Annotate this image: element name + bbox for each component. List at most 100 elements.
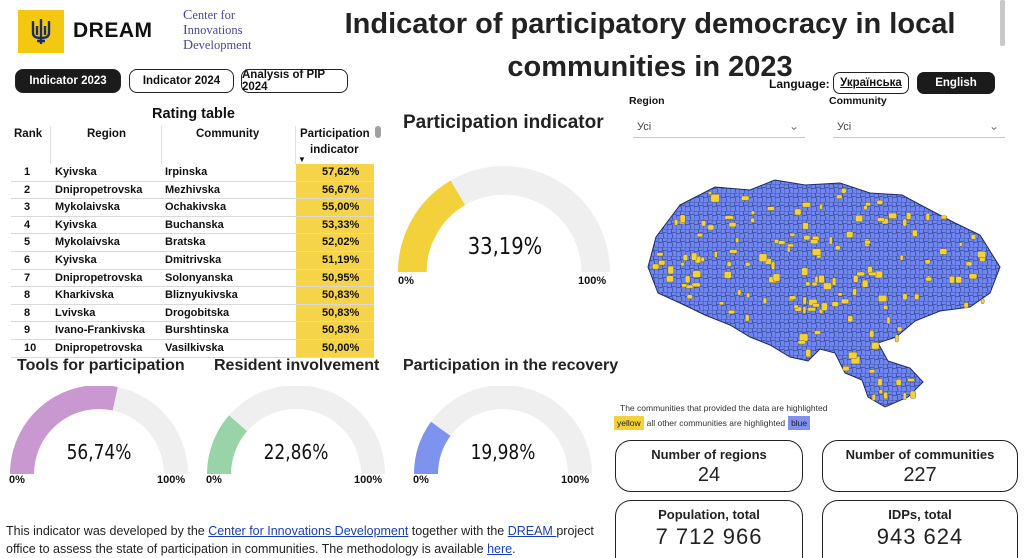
highlighted-community (819, 203, 823, 210)
cell-community: Solonyanska (165, 271, 233, 284)
header-indicator[interactable]: Participation (300, 128, 370, 140)
dream-logo (18, 10, 64, 53)
highlighted-community (750, 217, 755, 223)
card-title: Number of communities (845, 447, 995, 462)
highlighted-community (902, 392, 907, 400)
rating-table-title: Rating table (152, 106, 235, 122)
tab-indicator-2024[interactable]: Indicator 2024 (129, 69, 234, 93)
cell-region: Kyivska (55, 218, 97, 231)
table-row[interactable]: 9 Ivano-Frankivska Burshtinska 50,83% (11, 322, 374, 340)
cell-region: Mykolaivska (55, 236, 120, 249)
ukraine-communities-map[interactable] (640, 175, 1005, 420)
sort-desc-icon[interactable]: ▼ (298, 155, 306, 164)
tab-indicator-2023[interactable]: Indicator 2023 (15, 69, 121, 93)
table-scrollbar[interactable] (375, 126, 381, 138)
highlighted-community (746, 292, 751, 298)
language-english-button[interactable]: English (917, 72, 995, 94)
highlighted-community (680, 262, 685, 267)
language-ukrainian-button[interactable]: Українська (833, 72, 909, 94)
highlighted-community (836, 194, 843, 199)
tab-analysis-pip-2024[interactable]: Analysis of PIP 2024 (241, 69, 348, 93)
region-select[interactable]: Усі ⌄ (633, 116, 805, 138)
cell-rank: 8 (24, 306, 31, 319)
gauge-min-label: 0% (398, 275, 414, 287)
highlighted-community (925, 277, 933, 282)
highlighted-community (811, 281, 818, 287)
community-filter-label: Community (829, 95, 887, 107)
divider (295, 126, 296, 164)
table-row[interactable]: 1 Kyivska Irpinska 57,62% (11, 164, 374, 182)
gauge-fill (414, 421, 451, 474)
cell-region: Lvivska (55, 306, 96, 319)
highlighted-community (829, 236, 833, 245)
highlighted-community (794, 208, 802, 216)
cell-region: Mykolaivska (55, 201, 120, 214)
methodology-link[interactable]: here (487, 542, 513, 556)
community-select[interactable]: Усі ⌄ (833, 116, 1005, 138)
ukraine-map-shape[interactable] (647, 179, 1001, 408)
highlighted-community (786, 246, 791, 253)
cell-community: Bliznyukivska (165, 289, 238, 302)
highlighted-community (652, 263, 660, 270)
highlighted-community (835, 245, 841, 251)
cell-indicator: 57,62% (296, 164, 374, 181)
highlighted-community (728, 222, 737, 228)
header-community[interactable]: Community (196, 128, 260, 140)
highlighted-community (814, 330, 821, 335)
highlighted-community (912, 229, 918, 237)
highlighted-community (907, 378, 915, 382)
highlighted-community (902, 293, 908, 301)
highlighted-community (939, 248, 948, 255)
highlighted-community (895, 379, 902, 386)
region-select-value: Усі (637, 121, 652, 133)
highlighted-community (793, 304, 799, 309)
divider (161, 126, 162, 164)
table-row[interactable]: 8 Kharkivska Bliznyukivska 50,83% (11, 287, 374, 305)
highlighted-community (970, 234, 977, 240)
header-rank[interactable]: Rank (14, 128, 43, 140)
highlighted-community (707, 191, 712, 195)
dream-link[interactable]: DREAM (507, 524, 557, 538)
highlighted-community (837, 292, 843, 297)
highlighted-community (924, 259, 931, 265)
header-region[interactable]: Region (87, 128, 126, 140)
number-of-communities-card: Number of communities 227 (822, 440, 1018, 492)
number-of-regions-card: Number of regions 24 (615, 440, 803, 492)
highlighted-community (877, 378, 883, 387)
highlighted-community (878, 295, 888, 302)
highlighted-community (778, 240, 786, 245)
table-row[interactable]: 6 Kyivska Dmitrivska 51,19% (11, 251, 374, 270)
highlighted-community (925, 212, 930, 221)
highlighted-community (726, 261, 732, 267)
idps-total-card: IDPs, total 943 624 (822, 500, 1018, 558)
footer-text: This indicator was developed by the Cent… (6, 524, 594, 556)
table-row[interactable]: 2 Dnipropetrovska Mezhivska 56,67% (11, 181, 374, 200)
map-legend: yellow all other communities are highlig… (614, 416, 811, 430)
gauge-fill (398, 180, 466, 272)
highlighted-community (789, 295, 797, 300)
participation-indicator-title: Participation indicator (403, 112, 604, 133)
cell-region: Kharkivska (55, 289, 114, 302)
table-row[interactable]: 7 Dnipropetrovska Solonyanska 50,95% (11, 269, 374, 288)
highlighted-community (883, 391, 888, 400)
cid-link[interactable]: Center for Innovations Development (208, 524, 409, 538)
page-scrollbar[interactable] (1000, 0, 1005, 46)
cell-community: Vasilkivska (165, 341, 224, 354)
table-row[interactable]: 8 Lvivska Drogobitska 50,83% (11, 304, 374, 323)
table-row[interactable]: 10 Dnipropetrovska Vasilkivska 50,00% (11, 339, 374, 358)
cell-community: Burshtinska (165, 324, 229, 337)
table-row[interactable]: 3 Mykolaivska Ochakivska 55,00% (11, 199, 374, 217)
cell-indicator: 52,02% (296, 234, 374, 251)
table-row[interactable]: 4 Kyivska Buchanska 53,33% (11, 216, 374, 235)
highlighted-community (853, 275, 859, 283)
gauge-fill (10, 386, 118, 474)
cell-region: Ivano-Frankivska (55, 324, 145, 337)
table-row[interactable]: 5 Mykolaivska Bratska 52,02% (11, 234, 374, 252)
highlighted-community (897, 326, 903, 332)
highlighted-community (832, 277, 837, 286)
highlighted-community (729, 249, 738, 254)
highlighted-community (724, 271, 732, 279)
highlighted-community (876, 200, 884, 205)
participation-recovery-value: 19,98% (470, 440, 536, 464)
highlighted-community (802, 306, 807, 314)
